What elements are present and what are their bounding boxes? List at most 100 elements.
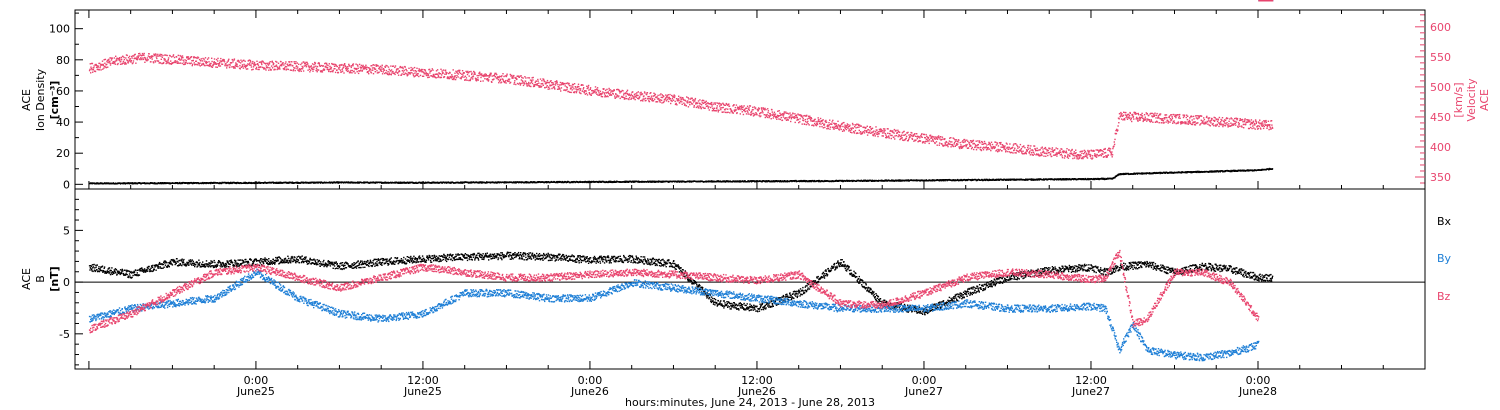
velocity-point: [477, 77, 479, 79]
velocity-point: [341, 70, 344, 72]
velocity-point: [650, 95, 653, 97]
velocity-point: [331, 70, 333, 72]
velocity-point: [524, 76, 526, 78]
velocity-point: [693, 106, 695, 108]
velocity-point: [357, 72, 360, 75]
velocity-point: [314, 62, 317, 64]
density-point: [556, 180, 558, 183]
velocity-point: [532, 76, 534, 79]
velocity-point: [795, 117, 797, 119]
velocity-point: [659, 101, 661, 103]
velocity-point: [813, 125, 815, 127]
velocity-point: [120, 58, 123, 60]
velocity-point: [547, 81, 549, 84]
velocity-point: [717, 111, 719, 113]
velocity-point: [697, 100, 700, 102]
velocity-point: [401, 70, 404, 72]
density-point: [272, 181, 274, 183]
velocity-point: [471, 72, 473, 74]
velocity-point: [553, 86, 555, 88]
velocity-point: [515, 77, 517, 79]
velocity-point: [530, 85, 532, 88]
velocity-point: [122, 55, 124, 58]
density-point: [897, 179, 900, 181]
velocity-point: [694, 97, 697, 100]
velocity-point: [594, 86, 597, 88]
density-point: [873, 180, 875, 182]
velocity-point: [679, 102, 681, 104]
velocity-point: [183, 63, 186, 65]
velocity-point: [614, 97, 617, 99]
velocity-point: [708, 109, 710, 111]
density-point: [1215, 171, 1217, 173]
density-point: [931, 180, 934, 182]
velocity-point: [302, 70, 305, 72]
velocity-point: [308, 65, 310, 67]
velocity-point: [294, 67, 296, 69]
velocity-point: [333, 65, 336, 67]
velocity-point: [628, 93, 630, 95]
velocity-point: [352, 63, 355, 65]
velocity-point: [265, 69, 267, 71]
velocity-point: [735, 104, 738, 106]
density-point: [179, 181, 181, 184]
velocity-point: [498, 82, 500, 84]
velocity-point: [403, 69, 405, 72]
velocity-point: [646, 92, 649, 94]
density-point: [558, 180, 560, 183]
velocity-point: [446, 76, 449, 78]
velocity-point: [509, 82, 511, 84]
velocity-point: [553, 83, 555, 86]
velocity-point: [244, 60, 246, 62]
velocity-point: [169, 55, 171, 57]
velocity-point: [487, 75, 489, 77]
velocity-point: [655, 101, 658, 103]
velocity-point: [211, 66, 214, 68]
velocity-point: [339, 64, 341, 66]
velocity-point: [600, 92, 602, 95]
velocity-point: [467, 72, 470, 74]
density-point: [1212, 171, 1214, 173]
velocity-point: [577, 83, 580, 85]
velocity-point: [328, 63, 330, 65]
velocity-point: [407, 74, 409, 76]
velocity-point: [521, 82, 523, 84]
velocity-point: [189, 58, 191, 60]
density-point: [481, 181, 483, 183]
velocity-point: [383, 69, 385, 71]
velocity-point: [525, 77, 527, 79]
velocity-point: [202, 60, 204, 62]
density-point: [486, 181, 488, 183]
velocity-point: [448, 72, 450, 75]
velocity-point: [131, 57, 133, 59]
velocity-point: [568, 90, 570, 93]
velocity-point: [282, 62, 284, 64]
density-point: [584, 181, 586, 184]
velocity-point: [683, 104, 686, 106]
velocity-point: [388, 68, 390, 71]
velocity-point: [376, 70, 378, 72]
velocity-point: [601, 92, 603, 95]
velocity-point: [160, 55, 162, 57]
velocity-point: [512, 76, 514, 78]
velocity-point: [708, 106, 710, 108]
velocity-point: [486, 75, 488, 77]
velocity-point: [152, 55, 154, 57]
density-point: [1092, 178, 1094, 181]
velocity-point: [429, 72, 431, 74]
velocity-point: [651, 97, 654, 100]
velocity-point: [385, 69, 388, 72]
velocity-point: [473, 70, 475, 73]
velocity-point: [179, 62, 182, 64]
velocity-point: [437, 75, 440, 78]
top-left-tick-label: 40: [56, 116, 70, 129]
velocity-point: [313, 66, 316, 68]
density-point: [1268, 168, 1270, 171]
velocity-point: [387, 73, 389, 75]
velocity-point: [650, 97, 652, 99]
density-point: [400, 181, 402, 183]
density-point: [337, 181, 340, 183]
density-point: [587, 180, 589, 183]
velocity-point: [181, 56, 183, 59]
velocity-point: [289, 63, 291, 66]
